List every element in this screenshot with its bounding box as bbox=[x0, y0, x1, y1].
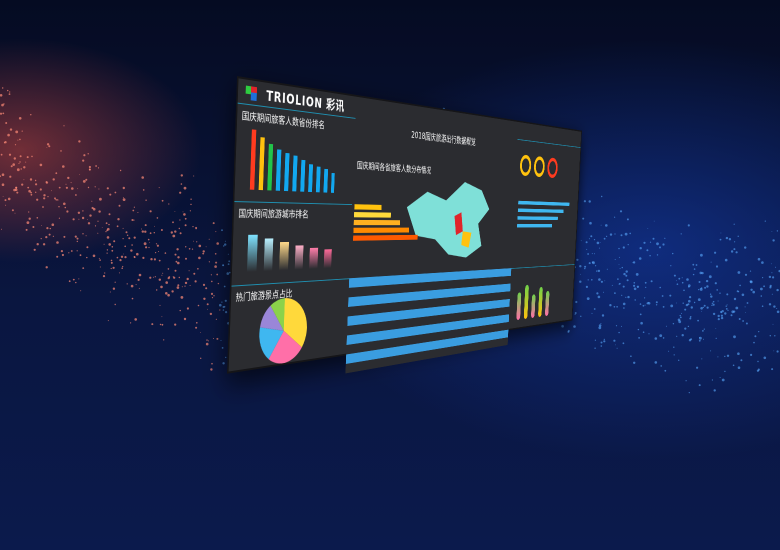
panel-title: 国庆期间旅游城市排名 bbox=[234, 202, 352, 223]
tube-bar bbox=[263, 239, 273, 272]
ring-gauges bbox=[515, 140, 580, 193]
data-table-panel bbox=[346, 268, 512, 356]
bar bbox=[250, 129, 256, 189]
bar bbox=[316, 166, 321, 192]
logo-icon bbox=[245, 86, 262, 102]
pie-chart bbox=[258, 296, 308, 367]
bar bbox=[267, 144, 273, 190]
tube-bar bbox=[247, 235, 257, 272]
tube-chart bbox=[247, 226, 333, 272]
bar bbox=[300, 160, 305, 191]
tube-bar bbox=[279, 242, 289, 271]
center-title: 2018国庆旅游出行数据概览 bbox=[355, 118, 518, 155]
city-ranking-panel: 国庆期间旅游城市排名 bbox=[232, 201, 352, 283]
bar bbox=[323, 169, 328, 192]
progress-bars bbox=[513, 189, 578, 238]
bar bbox=[331, 173, 335, 193]
tube-bar bbox=[324, 249, 332, 268]
bar bbox=[308, 164, 313, 192]
right-stats-panel bbox=[512, 139, 581, 266]
bar bbox=[276, 150, 282, 191]
overview-panel: 2018国庆旅游出行数据概览 国庆期间各省旅客人数分布情况 bbox=[349, 118, 518, 276]
bar bbox=[259, 137, 265, 190]
bar-chart bbox=[250, 129, 337, 193]
province-ranking-panel: 国庆期间旅客人数省份排名 bbox=[234, 103, 355, 203]
tube-bar bbox=[309, 247, 318, 269]
horizontal-bar-chart bbox=[352, 202, 419, 263]
bar bbox=[284, 153, 289, 191]
tube-bar bbox=[295, 245, 304, 270]
bubble-chart-panel bbox=[508, 264, 574, 331]
bar bbox=[292, 156, 297, 192]
